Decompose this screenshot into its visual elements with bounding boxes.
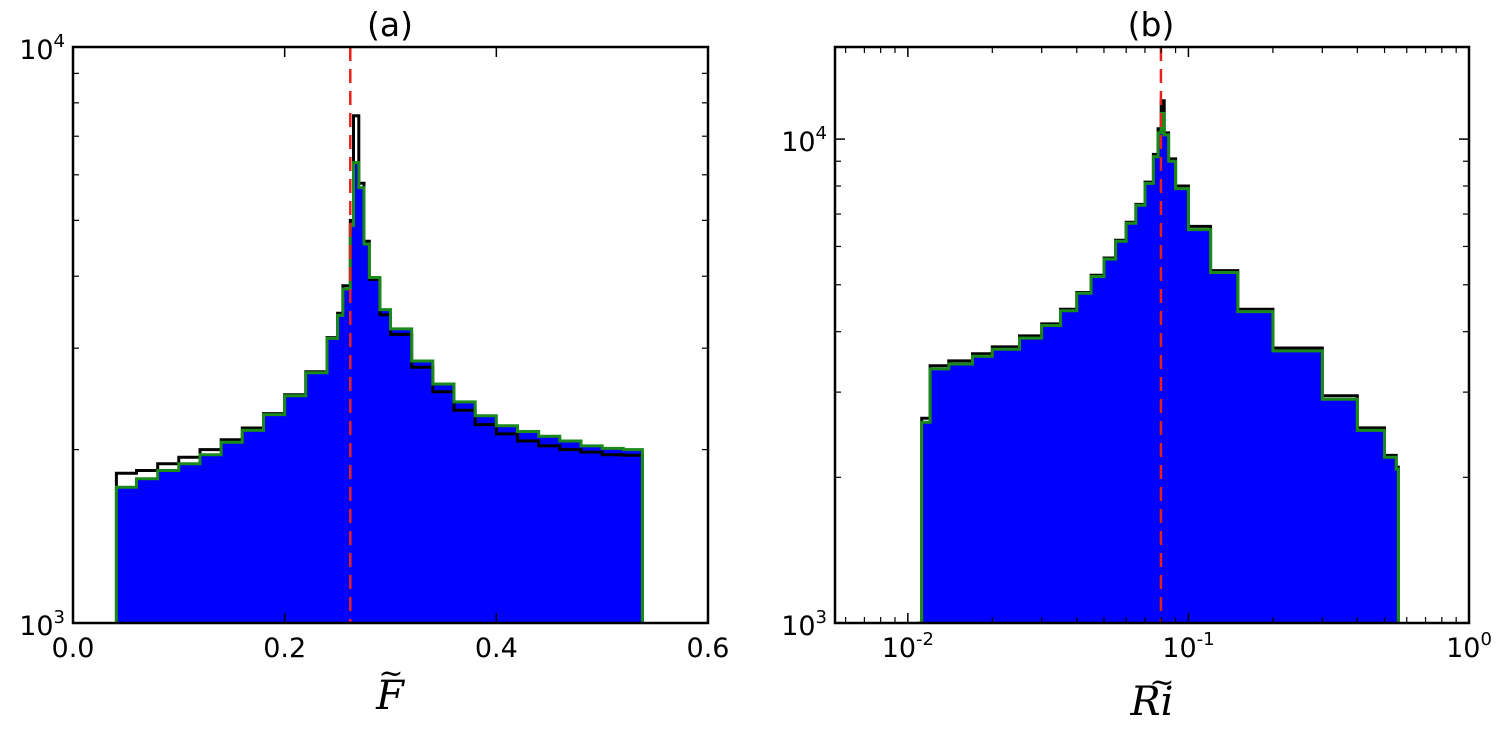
plot-area-b — [833, 45, 1471, 625]
y-ticks-b: 103 104 — [781, 123, 1469, 642]
series-a-0-fill — [116, 162, 643, 623]
panel-a: (a) 0.0 0.2 0.4 0.6 103 104 ~ F — [19, 5, 729, 719]
panel-b-title: (b) — [1128, 5, 1175, 44]
panel-b: (b) 10-2 10-1 100 103 104 ~ Ri — [781, 5, 1492, 725]
axes-frame-a — [71, 45, 710, 625]
x-tick-label-a-3: 0.6 — [687, 633, 730, 664]
series-group-b — [917, 99, 1400, 623]
x-axis-label-a-accent: ~ — [378, 656, 403, 691]
plot-area-a — [71, 45, 710, 625]
y-ticks-a: 103 104 — [19, 31, 708, 642]
x-tick-label-b-1: 10-1 — [1162, 629, 1214, 664]
x-axis-label-b-text: Ri — [1130, 679, 1174, 725]
series-b-0-fill — [917, 113, 1399, 623]
x-tick-label-a-2: 0.4 — [475, 633, 518, 664]
x-axis-label-a: ~ F — [375, 656, 405, 719]
y-tick-label-b-0: 103 — [781, 607, 827, 642]
x-tick-label-a-1: 0.2 — [263, 633, 306, 664]
axes-frame-b — [833, 45, 1471, 625]
series-a-2-line — [114, 161, 644, 623]
x-axis-label-b-accent: ~ — [1149, 665, 1174, 700]
x-tick-label-a-0: 0.0 — [52, 633, 95, 664]
series-group-a — [114, 114, 644, 623]
x-axis-label-a-text: F — [375, 673, 405, 719]
x-ticks-b: 10-2 10-1 100 — [845, 47, 1492, 664]
y-tick-label-b-1: 104 — [781, 123, 827, 158]
y-tick-label-a-1: 104 — [19, 31, 65, 66]
y-tick-label-a-0: 103 — [19, 607, 65, 642]
panel-a-title: (a) — [367, 5, 413, 44]
x-ticks-a: 0.0 0.2 0.4 0.6 — [52, 47, 730, 664]
x-axis-label-b: ~ Ri — [1130, 665, 1175, 725]
x-tick-label-b-2: 100 — [1446, 629, 1492, 664]
x-tick-label-b-0: 10-2 — [882, 629, 934, 664]
series-b-2-line — [917, 111, 1400, 623]
